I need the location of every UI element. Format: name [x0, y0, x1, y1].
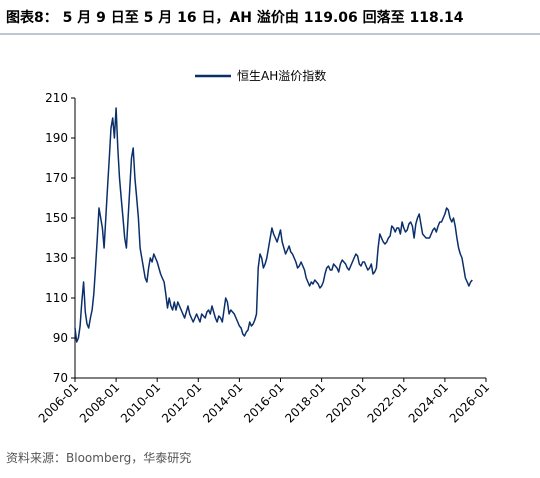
y-tick-label: 210	[45, 91, 68, 105]
x-tick-label: 2012-01	[159, 380, 204, 425]
x-tick-label: 2008-01	[77, 380, 122, 425]
source: 资料来源：Bloomberg，华泰研究	[6, 450, 191, 465]
x-tick-label: 2018-01	[282, 380, 327, 425]
x-tick-label: 2022-01	[365, 380, 410, 425]
y-tick-label: 150	[45, 211, 68, 225]
y-tick-label: 130	[45, 251, 68, 265]
x-tick-label: 2026-01	[447, 380, 492, 425]
y-tick-label: 170	[45, 171, 68, 185]
y-tick-label: 90	[53, 331, 68, 345]
x-tick-label: 2020-01	[323, 380, 368, 425]
chart-title: 图表8： 5 月 9 日至 5 月 16 日，AH 溢价由 119.06 回落至…	[6, 9, 464, 26]
series-line	[74, 107, 473, 343]
y-tick-label: 70	[53, 371, 68, 385]
y-tick-label: 110	[45, 291, 68, 305]
x-tick-label: 2016-01	[241, 380, 286, 425]
x-tick-label: 2010-01	[118, 380, 163, 425]
x-tick-label: 2014-01	[200, 380, 245, 425]
x-tick-label: 2024-01	[406, 380, 451, 425]
legend-label: 恒生AH溢价指数	[237, 68, 326, 83]
y-tick-label: 190	[45, 131, 68, 145]
x-tick-label: 2006-01	[36, 380, 81, 425]
